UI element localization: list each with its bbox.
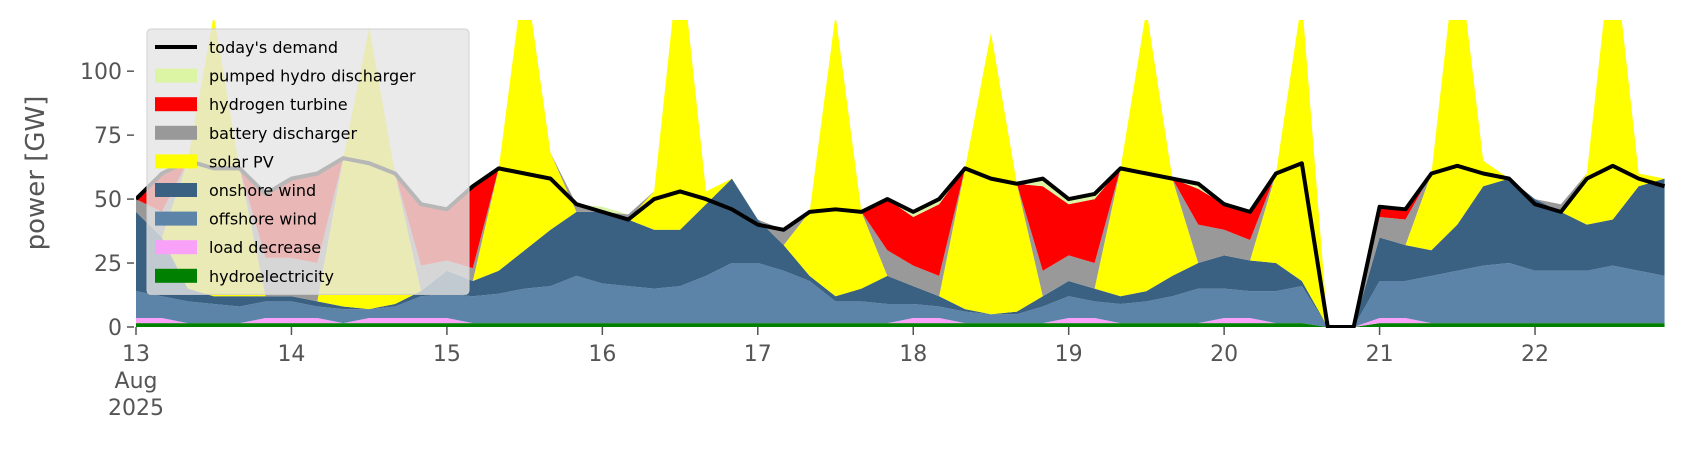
- x-tick-label: 18: [899, 342, 927, 367]
- legend-swatch: [155, 268, 197, 283]
- legend-label: onshore wind: [209, 181, 316, 200]
- legend-label: today's demand: [209, 38, 338, 57]
- y-tick-label: 75: [94, 124, 122, 149]
- x-tick-label: 22: [1521, 342, 1549, 367]
- y-tick-label: 100: [80, 60, 122, 85]
- x-tick-label: 20: [1210, 342, 1238, 367]
- y-tick-label: 50: [94, 188, 122, 213]
- legend-label: offshore wind: [209, 210, 317, 229]
- y-tick-label: 0: [108, 316, 122, 341]
- x-tick-label: 21: [1366, 342, 1394, 367]
- x-tick-label: 16: [588, 342, 616, 367]
- legend-swatch: [155, 183, 197, 197]
- x-tick-label: 13 Aug 2025: [108, 342, 164, 421]
- legend-box: [146, 28, 470, 295]
- area: [136, 318, 1665, 327]
- legend-swatch: [155, 154, 197, 169]
- x-tick-label: 17: [744, 342, 772, 367]
- legend-swatch: [155, 240, 197, 255]
- legend-label: load decrease: [209, 238, 321, 257]
- area: [136, 20, 1665, 327]
- legend-label: solar PV: [209, 152, 274, 171]
- y-tick-label: 25: [94, 252, 122, 277]
- area: [136, 20, 1665, 327]
- legend-label: battery discharger: [209, 124, 357, 143]
- legend-swatch: [155, 68, 197, 83]
- legend-label: hydroelectricity: [209, 267, 334, 286]
- area: [136, 263, 1665, 327]
- y-axis-label: power [GW]: [21, 96, 51, 251]
- axes: 0 25 50 75 100 13 Aug 2025 14 15 16 17 18 19 20 21 22: [80, 60, 1549, 421]
- area: [136, 323, 1665, 327]
- x-tick-label: 14: [277, 342, 305, 367]
- legend-label: pumped hydro discharger: [209, 67, 416, 86]
- legend-swatch: [155, 97, 197, 112]
- x-tick-label: 19: [1055, 342, 1083, 367]
- legend-swatch: [155, 125, 197, 140]
- legend: today's demand pumped hydro discharger hyd…: [146, 28, 470, 295]
- legend-swatch: [155, 211, 197, 226]
- legend-label: hydrogen turbine: [209, 95, 348, 114]
- area: [136, 178, 1665, 327]
- x-tick-label: 15: [433, 342, 461, 367]
